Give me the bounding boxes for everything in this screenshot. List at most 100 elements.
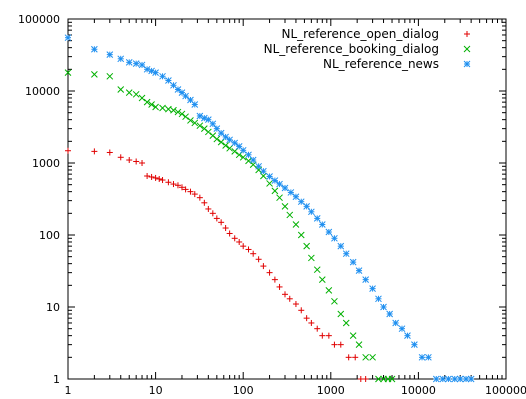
data-point <box>205 205 212 212</box>
data-point <box>266 269 273 276</box>
data-point <box>222 225 229 232</box>
data-point <box>456 375 464 383</box>
data-point <box>337 242 345 250</box>
data-point <box>281 291 288 298</box>
data-point <box>266 173 273 180</box>
data-point <box>170 181 177 188</box>
data-point <box>200 125 208 133</box>
data-point <box>337 310 345 318</box>
data-point <box>375 375 382 383</box>
data-point <box>250 250 257 257</box>
data-point <box>159 104 166 112</box>
x-tick-label: 10000 <box>401 384 436 397</box>
data-point <box>345 354 352 361</box>
data-point <box>204 128 212 136</box>
data-point <box>292 301 299 308</box>
data-point <box>165 105 172 113</box>
legend-marker <box>463 60 471 68</box>
data-point <box>159 72 166 80</box>
data-point <box>209 120 217 128</box>
data-point <box>125 89 133 96</box>
data-point <box>462 375 470 383</box>
data-point <box>201 199 208 206</box>
data-point <box>156 175 163 182</box>
data-point <box>260 172 267 180</box>
data-point <box>182 186 189 193</box>
data-point <box>266 180 273 187</box>
data-point <box>388 375 396 383</box>
data-point <box>209 210 216 217</box>
data-point <box>174 108 182 116</box>
data-point <box>342 250 350 258</box>
data-point <box>152 103 159 111</box>
data-point <box>148 101 155 108</box>
data-point <box>117 154 124 161</box>
data-point <box>337 341 344 348</box>
y-tick-label: 1000 <box>32 157 60 170</box>
data-point <box>226 136 233 144</box>
data-point <box>191 191 198 198</box>
data-point <box>226 230 233 237</box>
data-point <box>303 315 310 322</box>
data-point <box>187 188 194 195</box>
data-point <box>187 117 194 124</box>
data-point <box>386 310 394 318</box>
data-point <box>325 287 333 294</box>
data-point <box>425 353 432 361</box>
data-point <box>117 55 125 63</box>
data-point <box>392 319 400 327</box>
data-point <box>260 263 267 270</box>
data-point <box>297 198 305 206</box>
data-point <box>245 246 252 253</box>
data-point <box>182 113 189 121</box>
x-tick-label: 10 <box>149 384 163 397</box>
data-point <box>439 375 447 383</box>
data-point <box>331 341 338 348</box>
legend-marker <box>463 45 471 53</box>
data-point <box>132 90 140 98</box>
data-point <box>467 375 475 383</box>
data-point <box>236 238 243 245</box>
data-point <box>178 184 185 191</box>
data-point <box>297 231 305 239</box>
y-tick-label: 10000 <box>25 85 60 98</box>
data-point <box>325 332 332 339</box>
data-point <box>125 58 133 66</box>
data-point <box>126 157 133 164</box>
x-tick-label: 100000 <box>485 384 526 397</box>
data-point <box>240 243 247 250</box>
data-point <box>64 69 72 76</box>
series-2 <box>64 69 396 383</box>
data-point <box>292 193 300 201</box>
series-1 <box>65 147 369 382</box>
data-point <box>159 177 166 184</box>
data-point <box>152 69 159 76</box>
data-point <box>196 122 204 130</box>
data-point <box>319 332 326 339</box>
data-point <box>106 72 114 80</box>
data-point <box>222 142 229 149</box>
data-point <box>218 219 225 226</box>
data-point <box>191 101 199 108</box>
series-3 <box>64 34 475 383</box>
data-point <box>117 86 125 93</box>
y-tick-label: 10 <box>46 301 60 314</box>
data-point <box>313 215 321 222</box>
data-point <box>148 173 155 180</box>
data-point <box>308 208 315 216</box>
data-marks <box>64 34 475 383</box>
data-point <box>303 202 311 210</box>
data-point <box>331 297 338 305</box>
data-point <box>65 147 71 154</box>
data-point <box>182 92 189 100</box>
data-point <box>213 215 220 222</box>
y-tick-label: 100000 <box>18 13 60 26</box>
x-tick-label: 1000 <box>317 384 345 397</box>
data-point <box>271 177 279 184</box>
data-point <box>106 51 114 58</box>
data-point <box>313 266 321 274</box>
data-point <box>239 153 247 161</box>
legend: NL_reference_open_dialogNL_reference_boo… <box>264 27 471 71</box>
y-tick-label: 1 <box>53 373 60 386</box>
